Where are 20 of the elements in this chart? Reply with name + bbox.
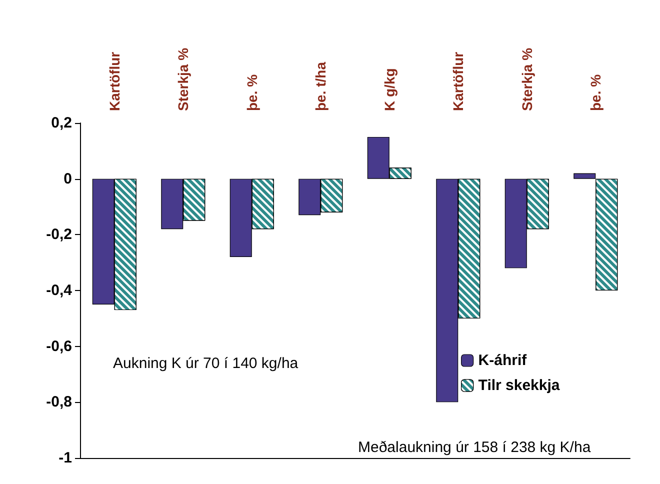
- y-tick-label: -0,2: [46, 226, 72, 244]
- x-tick-label: Kartöflur: [106, 51, 122, 111]
- y-tick-label: -0,8: [46, 394, 72, 411]
- y-tick-label: -1: [58, 450, 72, 466]
- legend-label: Tilr skekkja: [478, 377, 560, 394]
- annotation: Meðalaukning úr 158 í 238 kg K/ha: [358, 439, 592, 456]
- x-tick-label: K g/kg: [381, 68, 398, 111]
- x-tick-label: þe. %: [244, 74, 260, 111]
- annotation: Aukning K úr 70 í 140 kg/ha: [113, 355, 299, 372]
- y-tick-label: 0,2: [51, 114, 72, 132]
- y-tick-label: -0,6: [46, 338, 72, 355]
- y-tick-label: 0: [64, 170, 72, 188]
- x-tick-label: Kartöflur: [450, 51, 466, 111]
- bar: [574, 173, 596, 179]
- legend-label: K-áhrif: [478, 352, 528, 369]
- x-tick-label: Sterkja %: [518, 47, 535, 111]
- x-tick-label: þe. %: [588, 74, 604, 111]
- x-tick-label: þe. t/ha: [312, 62, 329, 111]
- x-tick-label: Sterkja %: [175, 47, 192, 111]
- y-tick-label: -0,4: [46, 282, 73, 299]
